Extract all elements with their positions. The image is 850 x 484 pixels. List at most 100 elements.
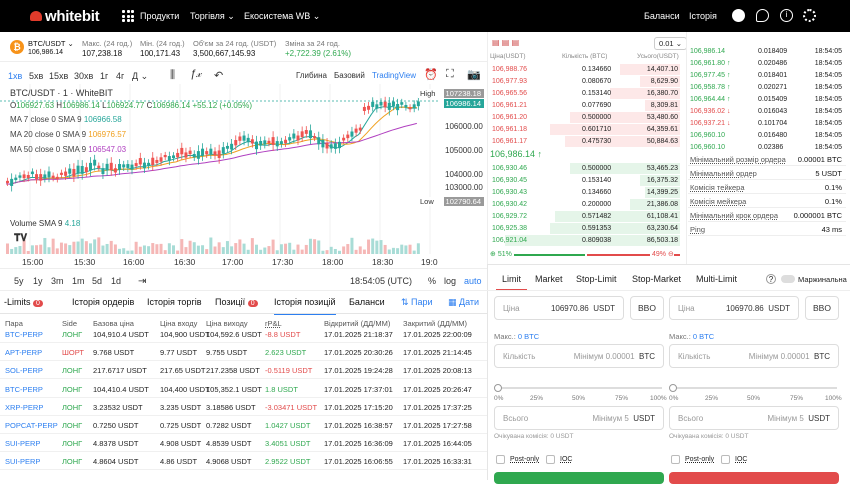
ask-row[interactable]: 106,988.76 0.134660 14,407.10 <box>490 64 680 75</box>
table-row[interactable] <box>0 343 487 362</box>
table-row[interactable] <box>0 434 487 453</box>
camera-icon[interactable]: 📷 <box>467 69 481 81</box>
pair-link[interactable]: APT-PERP <box>5 348 43 358</box>
sell-slider[interactable] <box>673 387 837 389</box>
tab-limits[interactable]: -Limits 0 <box>4 297 43 307</box>
range-1m[interactable]: 1m <box>72 276 85 286</box>
bid-row[interactable]: 106,925.38 0.591353 63,230.64 <box>490 223 680 234</box>
table-row[interactable] <box>0 416 487 434</box>
pair-selector[interactable]: BTC/USDT ⌄ <box>28 39 74 48</box>
buy-bbo-button[interactable]: BBO <box>630 296 664 320</box>
range-1d[interactable]: 1d <box>111 276 122 286</box>
apps-grid-icon[interactable] <box>122 10 134 22</box>
tab-balances[interactable]: Баланси <box>349 297 385 307</box>
book-view-icon[interactable]: ▤ ▤ ▤ <box>492 38 520 47</box>
buy-total-input[interactable]: Всього Мінімум 5 USDT <box>494 406 664 430</box>
view-basic[interactable]: Базовий <box>334 71 365 80</box>
buy-button[interactable] <box>494 472 664 484</box>
view-depth[interactable]: Глибина <box>296 71 327 80</box>
bid-row[interactable]: 106,930.46 0.500000 53,465.23 <box>490 163 680 174</box>
sell-total-input[interactable]: Всього Мінімум 5 USDT <box>669 406 839 430</box>
pair-link[interactable]: SUI-PERP <box>5 439 41 449</box>
group-select[interactable]: 0.01 ⌄ <box>654 37 687 50</box>
help-icon[interactable]: ? <box>766 274 776 284</box>
sell-qty-input[interactable]: Кількість Мінімум 0.00001 BTC <box>669 344 839 368</box>
info-icon[interactable]: i <box>780 9 793 22</box>
table-row[interactable] <box>0 380 487 398</box>
range-1y[interactable]: 1y <box>33 276 43 286</box>
nav-ecosystem[interactable]: Екосистема WB ⌄ <box>244 11 321 21</box>
range-5y[interactable]: 5y <box>14 276 24 286</box>
buy-postonly-checkbox[interactable] <box>496 455 505 464</box>
interval-1m[interactable]: 1хв <box>8 71 23 81</box>
form-tab-limit[interactable]: Limit <box>496 274 528 291</box>
pair-link[interactable]: XRP-PERP <box>5 402 44 412</box>
tab-position-history[interactable]: Історія позицій <box>274 297 336 315</box>
pair-link[interactable]: SOL-PERP <box>5 366 43 376</box>
sell-slider-knob[interactable] <box>669 384 677 392</box>
form-tab-stop-market[interactable]: Stop-Market <box>632 274 682 284</box>
ask-row[interactable]: 106,961.17 0.475730 50,884.63 <box>490 136 680 147</box>
indicators-icon[interactable]: ƒ𝓍 <box>190 68 202 80</box>
pair-link[interactable]: BTC-PERP <box>5 384 43 394</box>
interval-1d[interactable]: Д ⌄ <box>132 71 149 81</box>
interval-15m[interactable]: 15хв <box>49 71 69 81</box>
log-toggle[interactable]: log <box>444 276 457 286</box>
bid-row[interactable]: 106,930.43 0.134660 14,399.25 <box>490 187 680 198</box>
range-3m[interactable]: 3m <box>51 276 64 286</box>
bid-row[interactable]: 106,930.42 0.200000 21,386.08 <box>490 199 680 210</box>
ask-row[interactable]: 106,961.21 0.077690 8,309.81 <box>490 100 680 111</box>
interval-1h[interactable]: 1г <box>100 71 109 81</box>
price-chart[interactable] <box>0 84 487 264</box>
sell-ioc-checkbox[interactable] <box>721 455 730 464</box>
tab-positions[interactable]: Позиції 0 <box>215 297 258 307</box>
table-row[interactable] <box>0 361 487 380</box>
tab-order-history[interactable]: Історія ордерів <box>72 297 135 307</box>
range-5d[interactable]: 5d <box>92 276 103 286</box>
nav-trading[interactable]: Торгівля ⌄ <box>190 11 235 21</box>
ask-row[interactable]: 106,965.56 0.153140 16,380.70 <box>490 88 680 99</box>
sell-price-input[interactable]: Ціна 106970.86 USDT <box>669 296 799 320</box>
bid-row[interactable]: 106,930.45 0.153140 16,375.32 <box>490 175 680 186</box>
sell-button[interactable] <box>669 472 839 484</box>
table-row[interactable] <box>0 398 487 416</box>
nav-balances[interactable]: Баланси <box>644 11 680 21</box>
bid-row[interactable]: 106,929.72 0.571482 61,108.41 <box>490 211 680 222</box>
undo-icon[interactable]: ↶ <box>214 70 224 82</box>
alarm-icon[interactable]: ⏰ <box>424 69 438 81</box>
interval-4h[interactable]: 4г <box>116 71 125 81</box>
sell-bbo-button[interactable]: BBO <box>805 296 839 320</box>
buy-qty-input[interactable]: Кількість Мінімум 0.00001 BTC <box>494 344 664 368</box>
goto-date-icon[interactable]: ⇥ <box>138 276 147 287</box>
whitebit-logo[interactable]: whitebit <box>30 8 100 25</box>
ask-row[interactable]: 106,961.20 0.500000 53,480.60 <box>490 112 680 123</box>
auto-toggle[interactable]: auto <box>464 276 482 286</box>
bid-row[interactable]: 106,921.04 0.809038 86,503.18 <box>490 235 680 246</box>
buy-price-input[interactable]: Ціна 106970.86 USDT <box>494 296 624 320</box>
form-tab-market[interactable]: Market <box>535 274 563 284</box>
form-tab-multi-limit[interactable]: Multi-Limit <box>696 274 738 284</box>
filter-pairs[interactable]: ⇅ Пари <box>401 297 433 307</box>
account-icon[interactable] <box>732 9 745 22</box>
buy-slider-knob[interactable] <box>494 384 502 392</box>
form-tab-stop-limit[interactable]: Stop-Limit <box>576 274 617 284</box>
pair-link[interactable]: SUI-PERP <box>5 457 41 467</box>
table-row[interactable] <box>0 325 487 343</box>
fullscreen-icon[interactable]: ⛶ <box>446 68 454 80</box>
filter-dates[interactable]: ▦ Дати <box>448 297 480 307</box>
nav-history[interactable]: Історія <box>689 11 717 21</box>
pair-link[interactable]: POPCAT-PERP <box>5 421 58 430</box>
pair-link[interactable]: BTC-PERP <box>5 330 43 339</box>
chat-icon[interactable] <box>756 9 769 22</box>
table-row[interactable] <box>0 452 487 471</box>
ask-row[interactable]: 106,977.93 0.080670 8,629.90 <box>490 76 680 87</box>
sell-postonly-checkbox[interactable] <box>671 455 680 464</box>
percent-toggle[interactable]: % <box>428 276 437 286</box>
margin-toggle[interactable] <box>781 275 795 283</box>
buy-ioc-checkbox[interactable] <box>546 455 555 464</box>
settings-gear-icon[interactable] <box>803 9 816 22</box>
interval-5m[interactable]: 5хв <box>29 71 44 81</box>
buy-slider[interactable] <box>498 387 662 389</box>
nav-products[interactable]: Продукти <box>140 11 180 21</box>
interval-30m[interactable]: 30хв <box>74 71 94 81</box>
